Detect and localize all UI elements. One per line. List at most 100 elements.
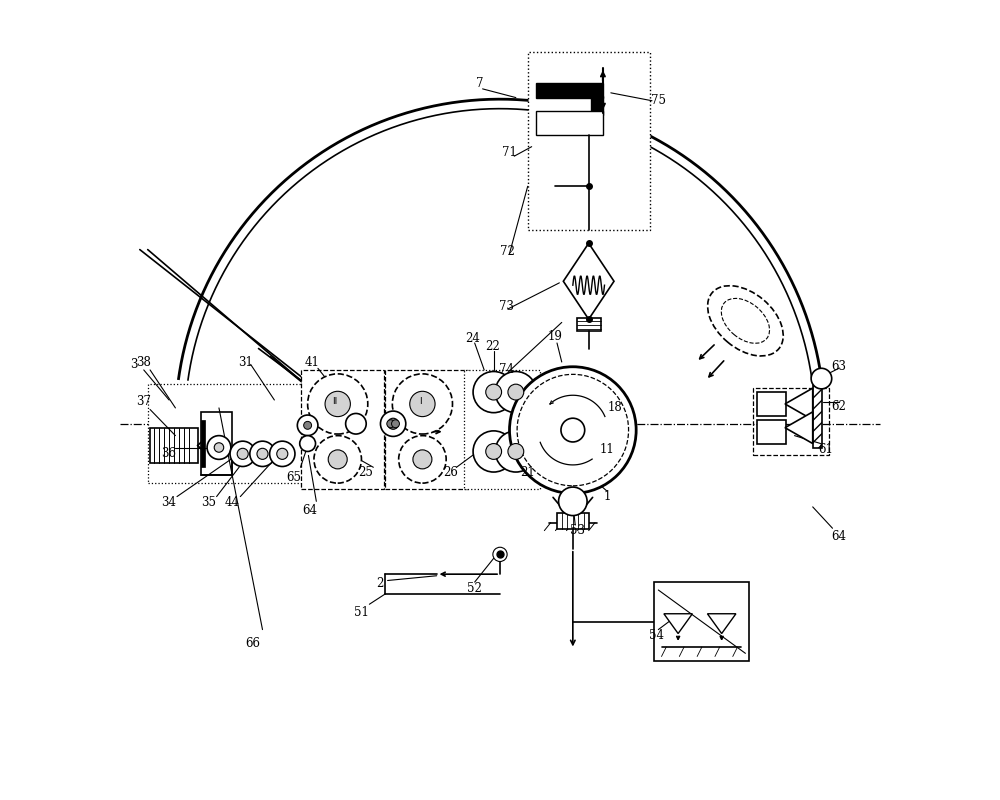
Text: I: I — [419, 397, 421, 406]
Text: 2: 2 — [376, 577, 383, 590]
Bar — [753, 388, 829, 455]
Bar — [813, 384, 822, 447]
Circle shape — [237, 448, 248, 459]
Circle shape — [392, 420, 399, 428]
Text: 62: 62 — [831, 400, 846, 413]
Circle shape — [561, 418, 585, 442]
Circle shape — [509, 366, 636, 494]
Circle shape — [380, 411, 406, 437]
Bar — [536, 111, 603, 134]
Text: 19: 19 — [548, 330, 563, 343]
Text: 36: 36 — [162, 447, 177, 460]
Circle shape — [473, 371, 514, 413]
Circle shape — [297, 415, 318, 436]
Bar — [201, 412, 232, 475]
Text: 31: 31 — [238, 355, 253, 369]
Text: 1: 1 — [603, 490, 611, 503]
Polygon shape — [785, 388, 813, 420]
Text: 74: 74 — [499, 363, 514, 377]
Polygon shape — [563, 243, 614, 319]
Circle shape — [314, 436, 361, 483]
Text: II: II — [332, 397, 337, 406]
Bar — [577, 318, 601, 331]
Text: 35: 35 — [201, 497, 216, 510]
Bar — [591, 96, 603, 115]
Text: 44: 44 — [225, 497, 240, 510]
Text: 75: 75 — [651, 94, 666, 107]
Bar — [148, 384, 385, 483]
Circle shape — [486, 384, 502, 400]
Circle shape — [559, 487, 587, 515]
Text: 64: 64 — [302, 504, 318, 518]
Circle shape — [508, 443, 524, 459]
Text: 63: 63 — [831, 360, 846, 374]
Circle shape — [473, 431, 514, 472]
Bar — [557, 514, 589, 529]
Circle shape — [214, 442, 224, 452]
Text: 41: 41 — [304, 355, 319, 369]
Text: 25: 25 — [358, 466, 373, 479]
Circle shape — [325, 391, 350, 417]
Polygon shape — [664, 614, 692, 634]
Text: 66: 66 — [246, 638, 260, 650]
Circle shape — [300, 436, 316, 451]
Text: 71: 71 — [502, 146, 517, 159]
Circle shape — [277, 448, 288, 459]
Text: 11: 11 — [600, 442, 614, 455]
Circle shape — [392, 374, 452, 434]
Circle shape — [495, 371, 536, 413]
Bar — [757, 392, 786, 416]
Text: 21: 21 — [520, 466, 535, 479]
Circle shape — [304, 422, 312, 430]
Circle shape — [270, 441, 295, 466]
Circle shape — [308, 374, 368, 434]
Circle shape — [486, 443, 502, 459]
Text: 26: 26 — [443, 466, 458, 479]
Bar — [385, 370, 468, 489]
Ellipse shape — [708, 286, 783, 356]
Text: 18: 18 — [607, 402, 622, 414]
Circle shape — [410, 391, 435, 417]
Circle shape — [495, 431, 536, 472]
Circle shape — [257, 448, 268, 459]
Text: 37: 37 — [136, 395, 151, 408]
Text: 7: 7 — [476, 77, 484, 90]
Circle shape — [413, 450, 432, 469]
Circle shape — [387, 420, 395, 428]
Circle shape — [508, 384, 524, 400]
Text: 22: 22 — [485, 340, 499, 353]
Circle shape — [399, 436, 446, 483]
Circle shape — [493, 547, 507, 562]
Text: 54: 54 — [649, 630, 664, 642]
Bar — [528, 52, 650, 230]
Circle shape — [207, 436, 231, 459]
Bar — [201, 420, 205, 467]
Circle shape — [250, 441, 275, 466]
Bar — [464, 370, 540, 489]
Circle shape — [811, 368, 832, 389]
Bar — [654, 582, 749, 662]
Polygon shape — [785, 412, 813, 443]
Bar — [757, 420, 786, 443]
Text: 53: 53 — [570, 524, 585, 537]
Circle shape — [388, 418, 399, 430]
Text: 73: 73 — [499, 300, 514, 313]
Bar — [300, 370, 384, 489]
Text: 72: 72 — [500, 245, 515, 258]
Text: 3: 3 — [131, 358, 138, 371]
Text: 38: 38 — [136, 355, 151, 369]
Text: 24: 24 — [465, 332, 480, 345]
Text: 34: 34 — [162, 497, 177, 510]
Circle shape — [517, 374, 629, 486]
Polygon shape — [707, 614, 736, 634]
Circle shape — [230, 441, 255, 466]
Text: 64: 64 — [831, 530, 846, 542]
Text: 52: 52 — [467, 582, 482, 595]
Circle shape — [346, 414, 366, 434]
Circle shape — [328, 450, 347, 469]
Bar — [536, 83, 603, 98]
Text: 65: 65 — [287, 471, 302, 484]
Text: 61: 61 — [819, 442, 834, 455]
Text: 51: 51 — [354, 606, 369, 618]
Ellipse shape — [721, 298, 770, 343]
